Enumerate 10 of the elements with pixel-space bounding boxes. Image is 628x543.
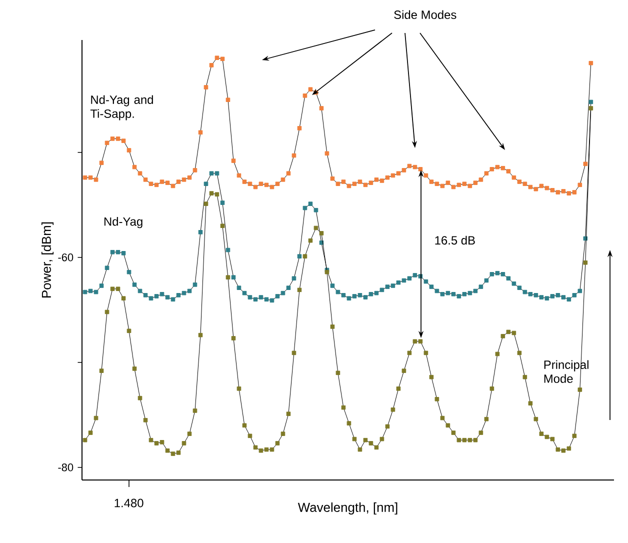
y-tick-label: -80 (58, 464, 74, 472)
y-tick-label: -60 (58, 254, 74, 262)
text: Side Modes (394, 10, 456, 19)
annotation: 16.5 dB (435, 236, 475, 245)
series-label: Nd-Yag (104, 217, 142, 228)
y-axis-title: Power, [dBm] (41, 222, 54, 298)
x-axis-title: Wavelength, [nm] (298, 502, 398, 515)
annotation: Principal Mode (544, 360, 588, 383)
text: Nd-Yag and Ti-Sapp. (90, 95, 153, 120)
text: 1.480 (114, 498, 144, 508)
